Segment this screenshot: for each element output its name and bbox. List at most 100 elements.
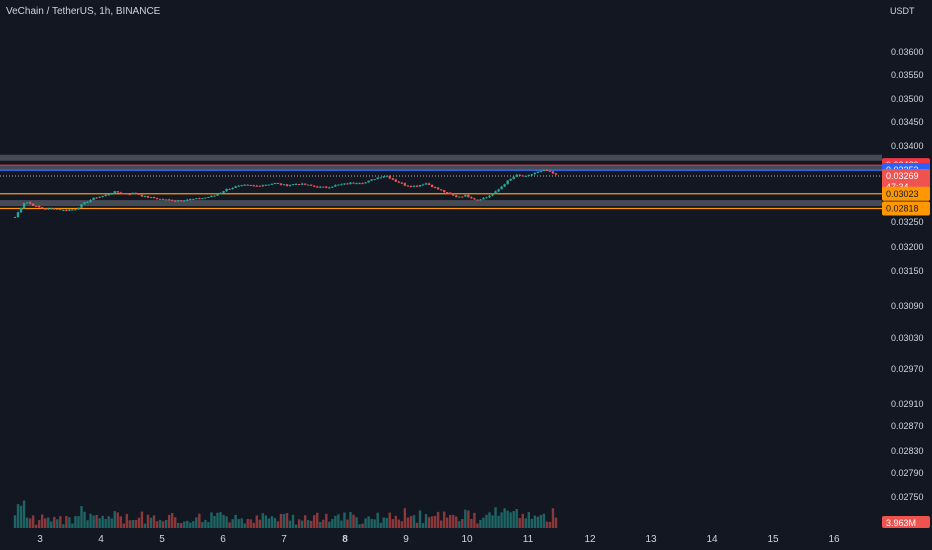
- volume-bar: [255, 515, 258, 528]
- tag-support-low: 0.02818: [886, 204, 919, 214]
- candle-body: [116, 191, 119, 193]
- candle-body: [518, 174, 521, 176]
- volume-bar: [216, 512, 219, 528]
- candle-body: [19, 208, 23, 213]
- volume-bar: [515, 508, 518, 528]
- candle-body: [545, 170, 549, 172]
- volume-bar: [367, 516, 370, 528]
- candle-body: [270, 183, 274, 185]
- volume-bar: [355, 517, 358, 528]
- candle-body: [128, 194, 132, 196]
- volume-bar: [62, 524, 65, 528]
- volume-bar: [107, 516, 110, 528]
- candle-body: [107, 194, 110, 196]
- tag-support-mid-bg: [882, 186, 930, 201]
- x-tick-label: 15: [767, 534, 779, 545]
- volume-bar: [533, 515, 537, 528]
- volume-bar: [240, 518, 243, 528]
- volume-bar: [518, 518, 521, 528]
- candle-body: [309, 184, 313, 186]
- candle-body: [319, 186, 322, 188]
- volume-bar: [113, 511, 116, 528]
- candle-body: [294, 184, 298, 186]
- candle-body: [285, 184, 289, 186]
- candle-body: [542, 170, 546, 172]
- candle-body: [412, 185, 416, 187]
- volume-bar: [228, 522, 231, 528]
- volume-bar: [273, 518, 277, 528]
- candle-body: [273, 182, 277, 184]
- candle-body: [180, 200, 183, 202]
- candle-body: [388, 175, 391, 179]
- volume-bar: [56, 519, 59, 528]
- y-tick-label: 0.03030: [891, 333, 924, 343]
- volume-bar: [394, 515, 398, 528]
- candle-body: [554, 173, 558, 175]
- candle-body: [240, 185, 243, 187]
- volume-bar: [282, 513, 286, 528]
- volume-bar: [415, 522, 419, 528]
- candle-body: [198, 198, 201, 200]
- candle-body: [485, 197, 488, 199]
- volume-bar: [198, 513, 201, 528]
- volume-bar: [455, 516, 458, 528]
- candle-body: [482, 197, 485, 200]
- volume-bar: [316, 512, 319, 528]
- candle-body: [464, 194, 467, 197]
- volume-bar: [294, 524, 298, 528]
- candle-body: [297, 184, 301, 186]
- volume-bar: [53, 516, 56, 528]
- candle-body: [155, 198, 159, 200]
- volume-bar: [128, 520, 132, 528]
- volume-bar: [50, 521, 53, 528]
- zone-rect: [0, 165, 882, 172]
- candle-body: [458, 196, 461, 198]
- candle-body: [231, 187, 234, 190]
- volume-bar: [370, 518, 373, 528]
- volume-bar: [379, 522, 382, 528]
- y-tick-label: 0.03550: [891, 70, 924, 80]
- volume-bar: [119, 516, 122, 528]
- volume-bar: [68, 517, 71, 528]
- candle-body: [343, 183, 346, 185]
- volume-bar: [503, 508, 506, 528]
- candle-body: [494, 191, 497, 194]
- candle-body: [521, 175, 524, 177]
- volume-bar: [361, 523, 364, 528]
- candle-body: [89, 199, 92, 203]
- candle-body: [539, 170, 543, 172]
- candle-body: [403, 183, 407, 186]
- candle-body: [65, 209, 68, 211]
- candle-body: [146, 196, 150, 198]
- volume-bar: [364, 518, 367, 528]
- y-tick-label: 0.03150: [891, 266, 924, 276]
- candle-body: [424, 183, 428, 185]
- volume-bar: [530, 518, 534, 528]
- candle-body: [92, 197, 95, 200]
- volume-bar: [125, 513, 129, 528]
- volume-bar: [313, 515, 316, 528]
- candle-body: [533, 172, 537, 175]
- volume-bar: [491, 515, 494, 528]
- candle-body: [418, 184, 422, 187]
- volume-bar: [164, 520, 168, 528]
- candle-body: [137, 193, 141, 195]
- volume-bar: [340, 520, 343, 528]
- volume-bar: [349, 512, 352, 528]
- volume-bar: [71, 523, 74, 528]
- candle-body: [500, 186, 503, 190]
- volume-bar: [210, 512, 213, 528]
- tag-volume: 3.963M: [886, 518, 916, 528]
- volume-bar: [382, 517, 385, 528]
- candle-body: [143, 196, 147, 198]
- candle-body: [449, 192, 452, 195]
- volume-bar: [373, 519, 376, 528]
- candle-body: [536, 171, 540, 173]
- candle-body: [467, 194, 470, 198]
- volume-bar: [41, 514, 44, 528]
- volume-bar: [140, 511, 144, 528]
- volume-bar: [195, 517, 198, 528]
- candle-body: [264, 184, 268, 186]
- candle-body: [177, 200, 180, 202]
